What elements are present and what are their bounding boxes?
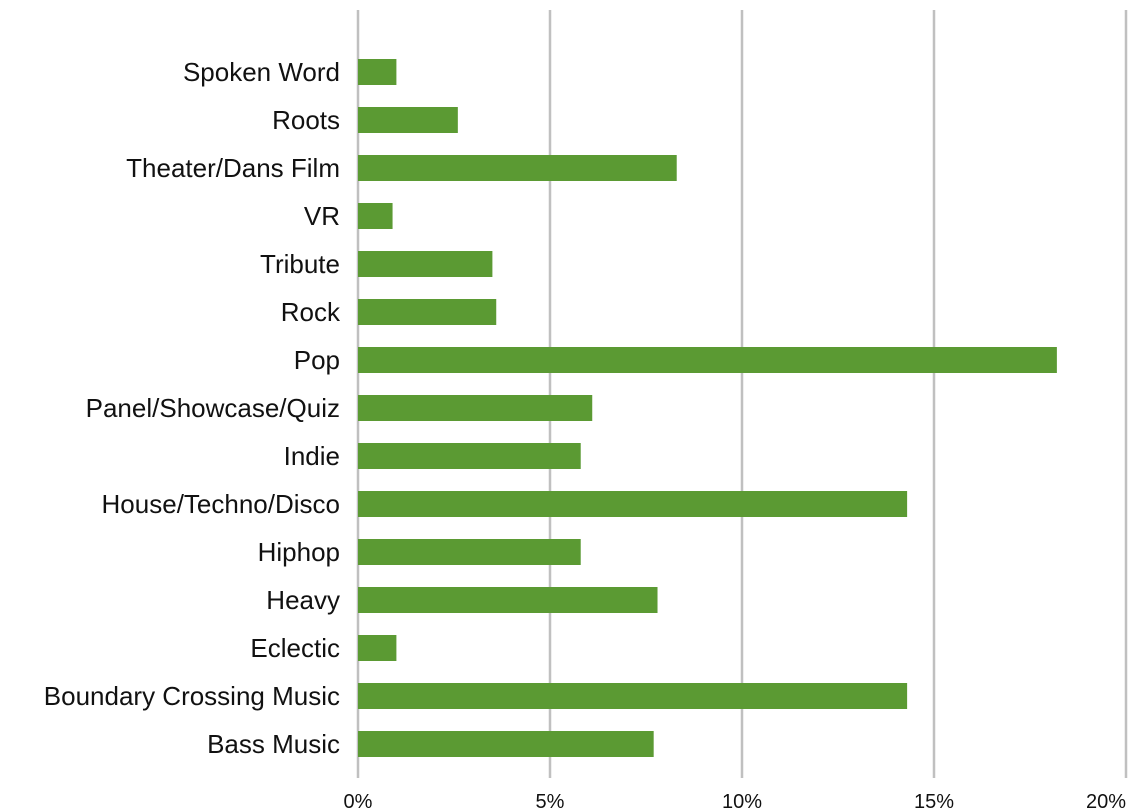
bar: [358, 251, 493, 277]
bar: [358, 491, 908, 517]
bar: [358, 587, 658, 613]
category-label: VR: [304, 201, 340, 231]
bars: [358, 59, 1057, 757]
category-label: Eclectic: [250, 633, 340, 663]
x-tick-labels: 0% 5% 10% 15% 20%: [344, 791, 1127, 812]
bar: [358, 59, 397, 85]
category-label: Indie: [284, 441, 340, 471]
x-tick-label: 5%: [536, 791, 565, 812]
category-label: Bass Music: [207, 729, 340, 759]
bar: [358, 443, 581, 469]
bar: [358, 395, 593, 421]
category-label: Spoken Word: [183, 57, 340, 87]
category-label: Roots: [272, 105, 340, 135]
category-label: Tribute: [260, 249, 340, 279]
gridlines: [356, 10, 1128, 778]
category-labels: Spoken Word Roots Theater/Dans Film VR Tribu…: [44, 57, 341, 759]
bar: [358, 635, 397, 661]
category-label: Rock: [281, 297, 341, 327]
category-label: Heavy: [266, 585, 340, 615]
category-label: Theater/Dans Film: [126, 153, 340, 183]
x-tick-label: 20%: [1086, 791, 1126, 812]
category-label: Pop: [294, 345, 340, 375]
category-label: Hiphop: [258, 537, 340, 567]
bar: [358, 155, 677, 181]
bar: [358, 299, 497, 325]
category-label: Panel/Showcase/Quiz: [86, 393, 340, 423]
x-tick-label: 0%: [344, 791, 373, 812]
bar: [358, 107, 458, 133]
bar: [358, 683, 908, 709]
x-tick-label: 15%: [914, 791, 954, 812]
category-label: House/Techno/Disco: [102, 489, 340, 519]
bar: [358, 731, 654, 757]
x-tick-label: 10%: [722, 791, 762, 812]
bar: [358, 539, 581, 565]
bar: [358, 203, 393, 229]
bar: [358, 347, 1057, 373]
category-label: Boundary Crossing Music: [44, 681, 340, 711]
